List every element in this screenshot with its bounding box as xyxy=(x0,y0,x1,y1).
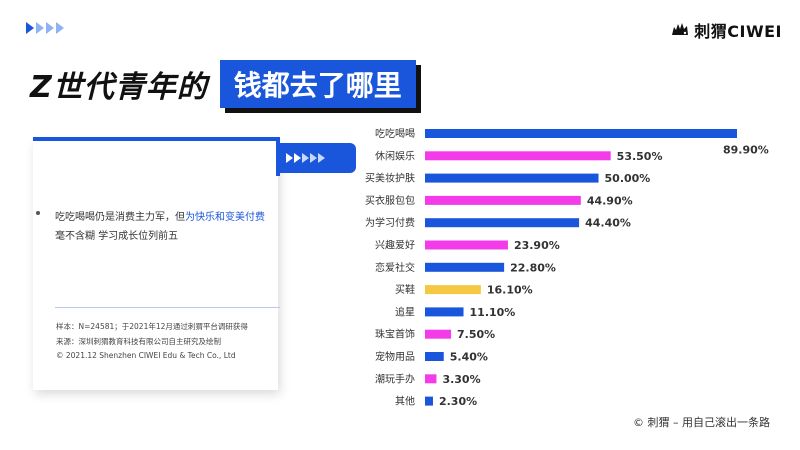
card-top-bar xyxy=(33,137,280,141)
brand-logo: 刺猬CIWEI xyxy=(670,18,782,42)
bar xyxy=(425,151,611,161)
value-label: 89.90% xyxy=(723,144,769,157)
bar xyxy=(425,374,437,384)
category-label: 吃吃喝喝 xyxy=(375,127,415,140)
bar xyxy=(425,129,737,138)
value-label: 2.30% xyxy=(439,395,477,408)
note-sample: 样本：N=24581；于2021年12月通过刺猬平台调研获得 xyxy=(56,322,248,331)
card-right-bar xyxy=(276,141,280,176)
page-title: Z世代青年的 钱都去了哪里 xyxy=(30,60,416,108)
category-label: 为学习付费 xyxy=(365,216,415,229)
bullet-prefix: 吃吃喝喝仍是消费主力军，但 xyxy=(55,212,185,223)
bar xyxy=(425,285,481,295)
bullet-highlight: 为快乐和变美付费 xyxy=(185,212,265,223)
bar xyxy=(425,173,599,183)
value-label: 23.90% xyxy=(514,239,560,252)
value-label: 50.00% xyxy=(605,172,651,185)
hedgehog-icon xyxy=(672,23,689,35)
chevrons-icon xyxy=(280,143,356,173)
category-label: 买鞋 xyxy=(395,283,415,296)
bar xyxy=(425,307,464,317)
category-label: 恋爱社交 xyxy=(375,261,415,274)
bullet-dot xyxy=(36,211,40,215)
card-divider xyxy=(55,307,280,308)
bar xyxy=(425,240,508,250)
value-label: 5.40% xyxy=(450,351,488,364)
bar xyxy=(425,195,581,205)
category-label: 买美妆护肤 xyxy=(365,172,415,185)
bar xyxy=(425,352,444,361)
info-card xyxy=(33,140,278,390)
title-part2: 钱都去了哪里 xyxy=(219,60,416,108)
title-part1: Z世代青年的 xyxy=(30,70,208,105)
value-label: 7.50% xyxy=(457,328,495,341)
value-label: 44.40% xyxy=(585,217,631,230)
category-label: 休闲娱乐 xyxy=(375,149,415,162)
value-label: 44.90% xyxy=(587,194,633,207)
bar xyxy=(425,218,580,228)
brand-name: 刺猬CIWEI xyxy=(694,22,782,41)
category-label: 买衣服包包 xyxy=(365,194,415,207)
category-label: 潮玩手办 xyxy=(375,372,415,385)
value-label: 11.10% xyxy=(470,306,516,319)
bar xyxy=(425,396,433,406)
value-label: 22.80% xyxy=(510,261,556,274)
value-label: 53.50% xyxy=(617,150,663,163)
category-label: 追星 xyxy=(395,305,415,318)
bar xyxy=(425,262,505,272)
bar xyxy=(425,329,452,339)
bullet-text: 吃吃喝喝仍是消费主力军，但为快乐和变美付费 xyxy=(55,208,285,223)
decorative-arrows-icon xyxy=(26,22,64,34)
bullet-line2: 毫不含糊 学习成长位列前五 xyxy=(55,231,179,242)
category-label: 宠物用品 xyxy=(375,350,415,363)
category-label: 兴趣爱好 xyxy=(375,239,415,252)
value-label: 3.30% xyxy=(442,373,480,386)
note-source: 来源：深圳刺猬教育科技有限公司自主研究及绘制 xyxy=(56,337,221,346)
footer-slogan: © 刺猬 – 用自己滚出一条路 xyxy=(633,416,770,429)
note-copyright: © 2021.12 Shenzhen CIWEI Edu & Tech Co.,… xyxy=(56,351,236,360)
category-label: 其他 xyxy=(395,395,415,408)
value-label: 16.10% xyxy=(487,284,533,297)
category-label: 珠宝首饰 xyxy=(375,328,415,341)
